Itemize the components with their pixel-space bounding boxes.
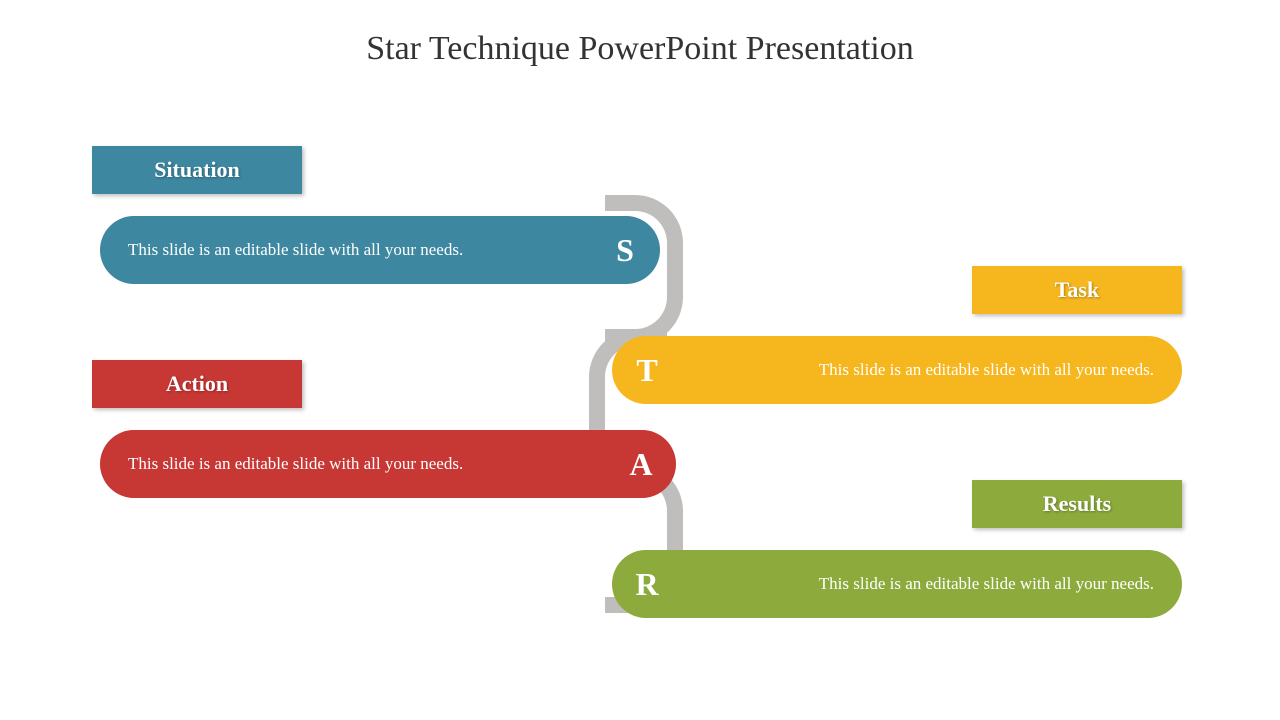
task-letter: T xyxy=(612,352,682,389)
situation-pill: This slide is an editable slide with all… xyxy=(100,216,660,284)
results-pill: R This slide is an editable slide with a… xyxy=(612,550,1182,618)
situation-letter: S xyxy=(590,232,660,269)
situation-label: Situation xyxy=(92,146,302,194)
task-label: Task xyxy=(972,266,1182,314)
action-label: Action xyxy=(92,360,302,408)
task-label-text: Task xyxy=(1055,277,1099,303)
action-letter: A xyxy=(606,446,676,483)
results-label-text: Results xyxy=(1043,491,1111,517)
results-label: Results xyxy=(972,480,1182,528)
action-desc: This slide is an editable slide with all… xyxy=(100,454,606,474)
task-pill: T This slide is an editable slide with a… xyxy=(612,336,1182,404)
task-desc: This slide is an editable slide with all… xyxy=(682,360,1182,380)
slide-title: Star Technique PowerPoint Presentation xyxy=(0,30,1280,68)
results-desc: This slide is an editable slide with all… xyxy=(682,574,1182,594)
situation-label-text: Situation xyxy=(154,157,240,183)
action-pill: This slide is an editable slide with all… xyxy=(100,430,676,498)
action-label-text: Action xyxy=(166,371,228,397)
situation-desc: This slide is an editable slide with all… xyxy=(100,240,590,260)
results-letter: R xyxy=(612,566,682,603)
